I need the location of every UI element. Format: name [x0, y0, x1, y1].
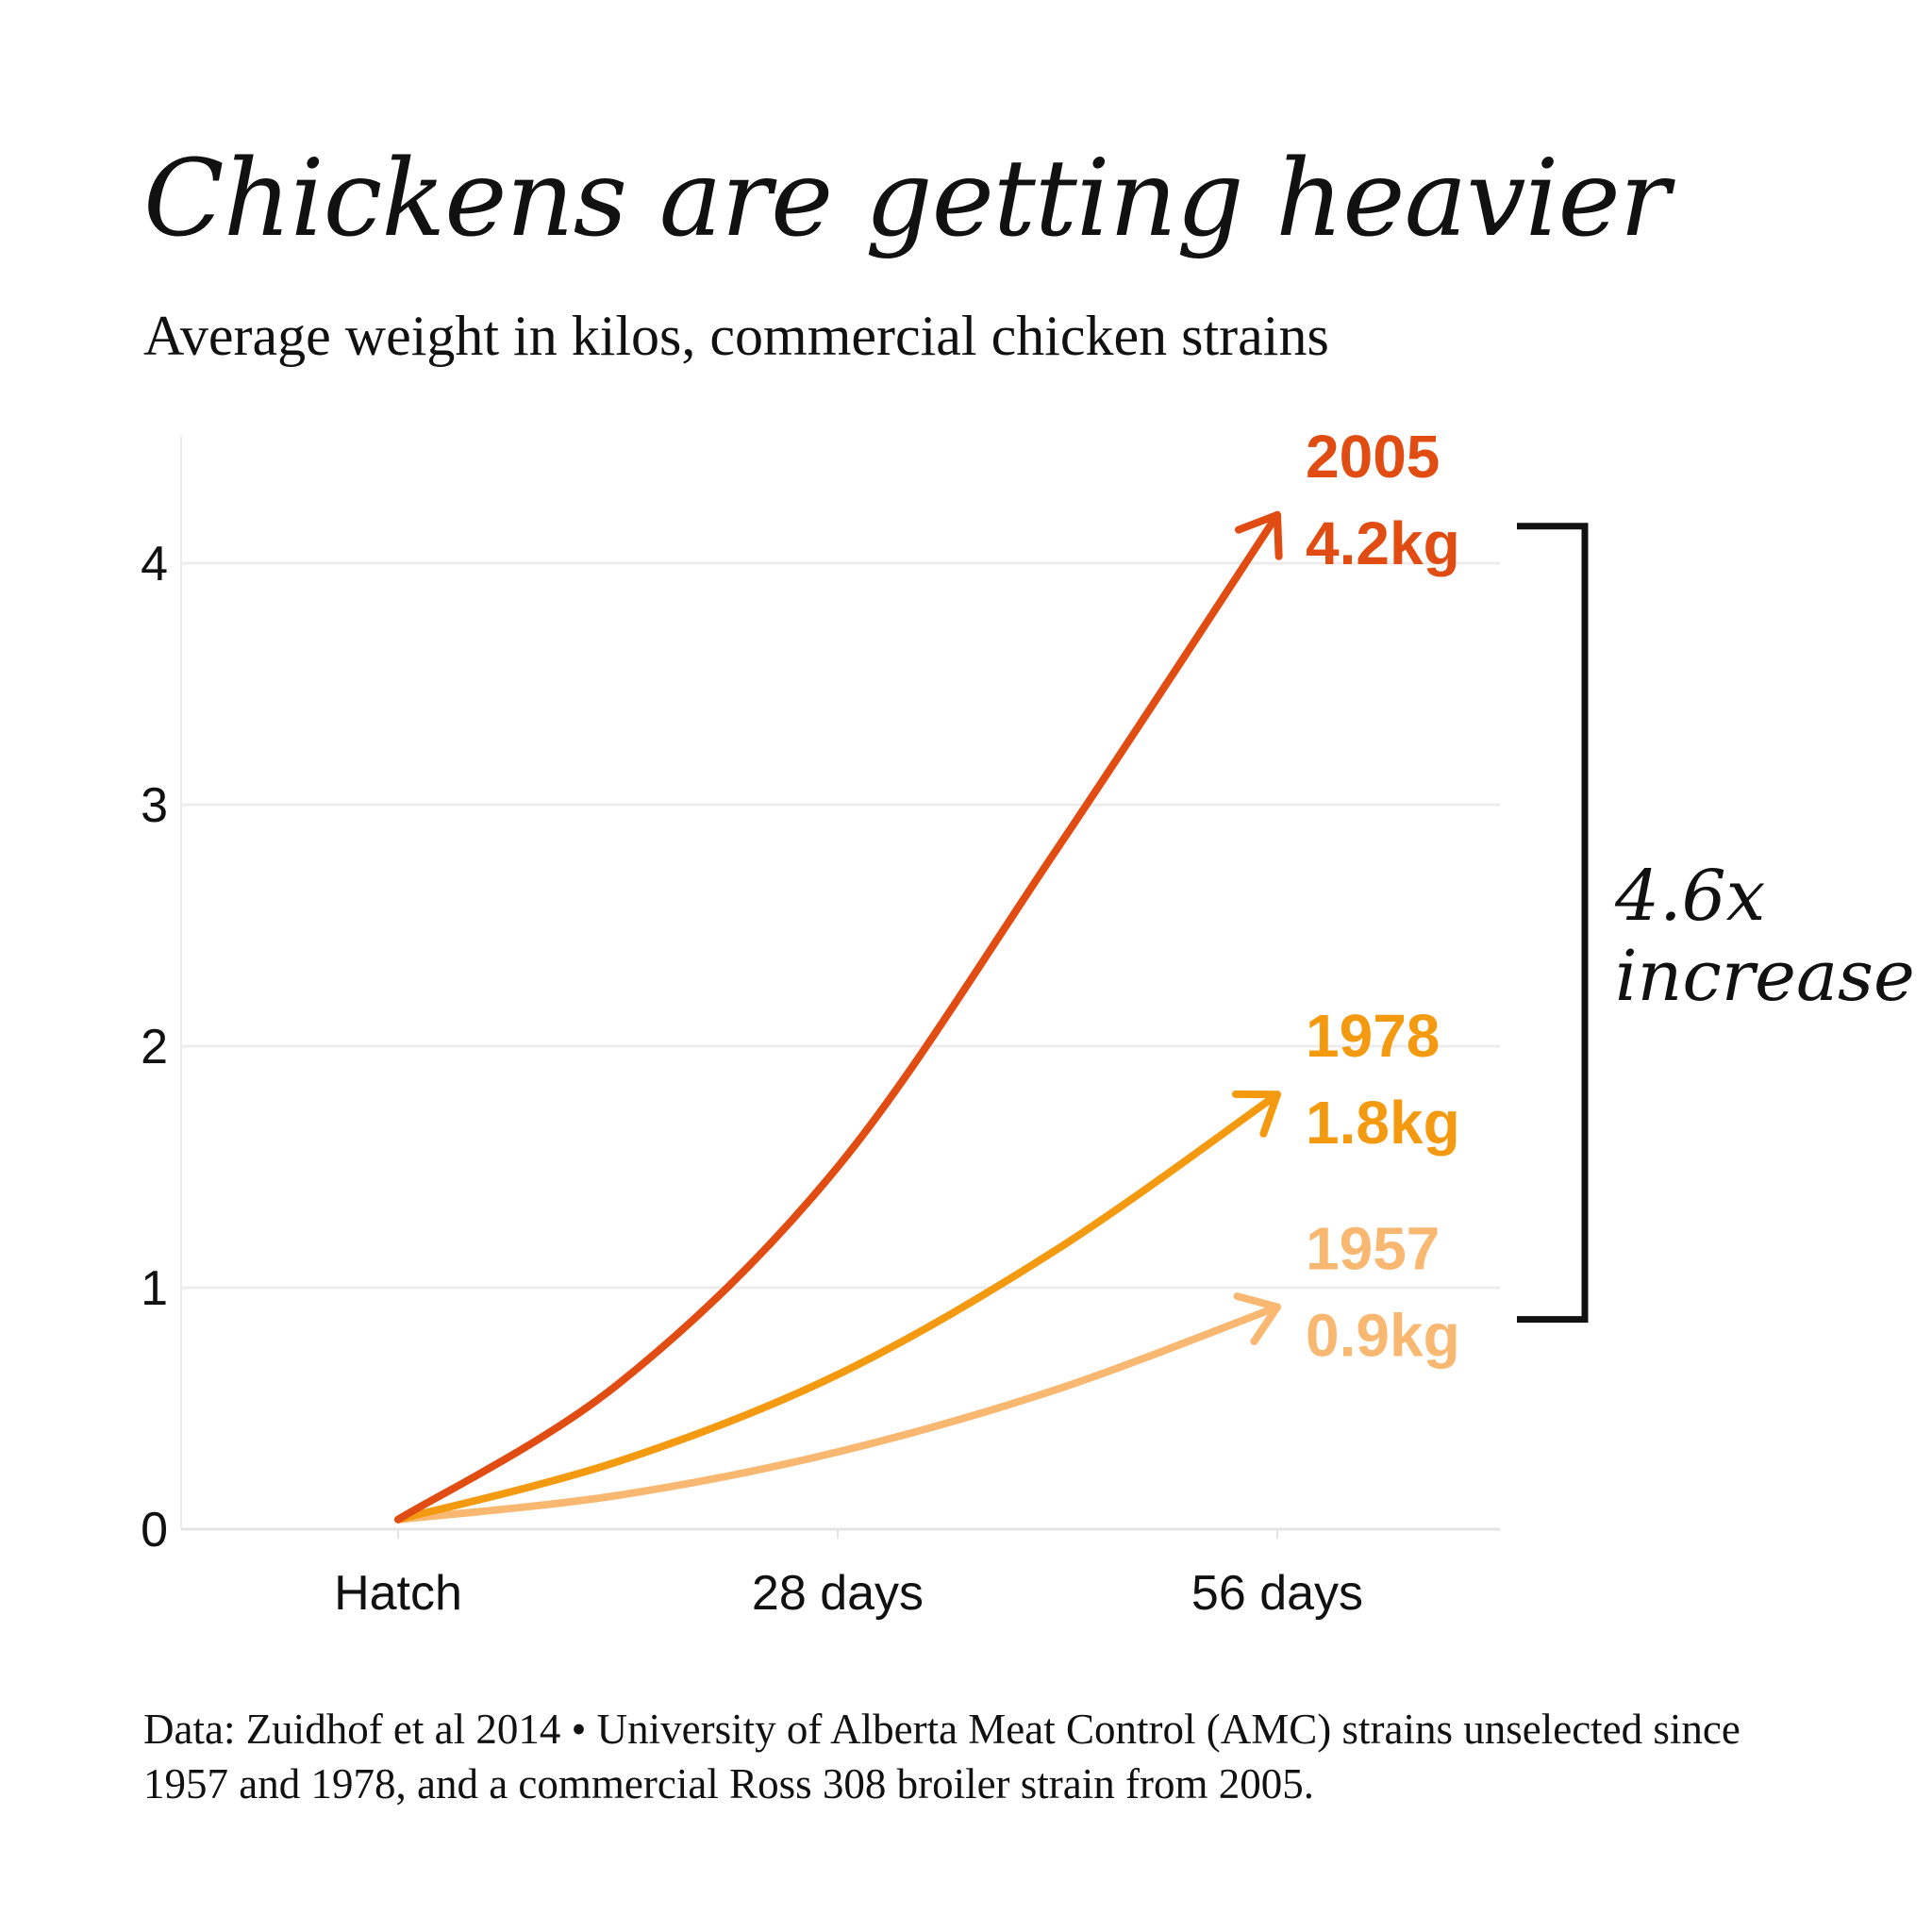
- series-2005-value-label: 4.2kg: [1306, 509, 1460, 577]
- series-1978-arrowhead: [1232, 1090, 1281, 1138]
- series-2005-arrowhead: [1234, 510, 1283, 560]
- y-axis-ticks: 0 1 2 3 4: [141, 537, 168, 1557]
- chart-subtitle: Average weight in kilos, commercial chic…: [143, 305, 1329, 367]
- series-end-labels: 1957 0.9kg 1978 1.8kg 2005 4.2kg: [1306, 423, 1460, 1370]
- y-tick-label: 4: [141, 537, 168, 591]
- series-1978-year-label: 1978: [1306, 1002, 1440, 1070]
- chart-title: Chickens are getting heavier: [143, 138, 1670, 260]
- x-tick-label: 56 days: [1191, 1566, 1363, 1621]
- series-1978-value-label: 1.8kg: [1306, 1089, 1460, 1157]
- source-footnote: Data: Zuidhof et al 2014 • University of…: [143, 1706, 1740, 1807]
- series-2005-year-label: 2005: [1306, 423, 1440, 491]
- increase-bracket: [1517, 523, 1589, 1324]
- y-tick-label: 3: [141, 778, 168, 833]
- x-tick-label: Hatch: [334, 1566, 462, 1621]
- series-1957-year-label: 1957: [1306, 1214, 1440, 1282]
- gridlines: [180, 435, 1500, 1531]
- series-1978-line: [394, 1091, 1281, 1524]
- series-lines: [394, 510, 1283, 1524]
- y-tick-label: 1: [141, 1261, 168, 1316]
- series-1957-line: [394, 1303, 1281, 1524]
- increase-factor-label: 4.6x: [1614, 856, 1765, 937]
- series-2005-line: [394, 510, 1281, 1524]
- series-1957-arrowhead: [1233, 1292, 1281, 1345]
- increase-word-label: increase: [1615, 936, 1915, 1017]
- x-axis-ticks: Hatch 28 days 56 days: [334, 1529, 1363, 1621]
- y-tick-label: 0: [141, 1503, 168, 1557]
- x-tick-label: 28 days: [752, 1566, 924, 1621]
- y-tick-label: 2: [141, 1020, 168, 1074]
- series-1957-value-label: 0.9kg: [1306, 1301, 1460, 1369]
